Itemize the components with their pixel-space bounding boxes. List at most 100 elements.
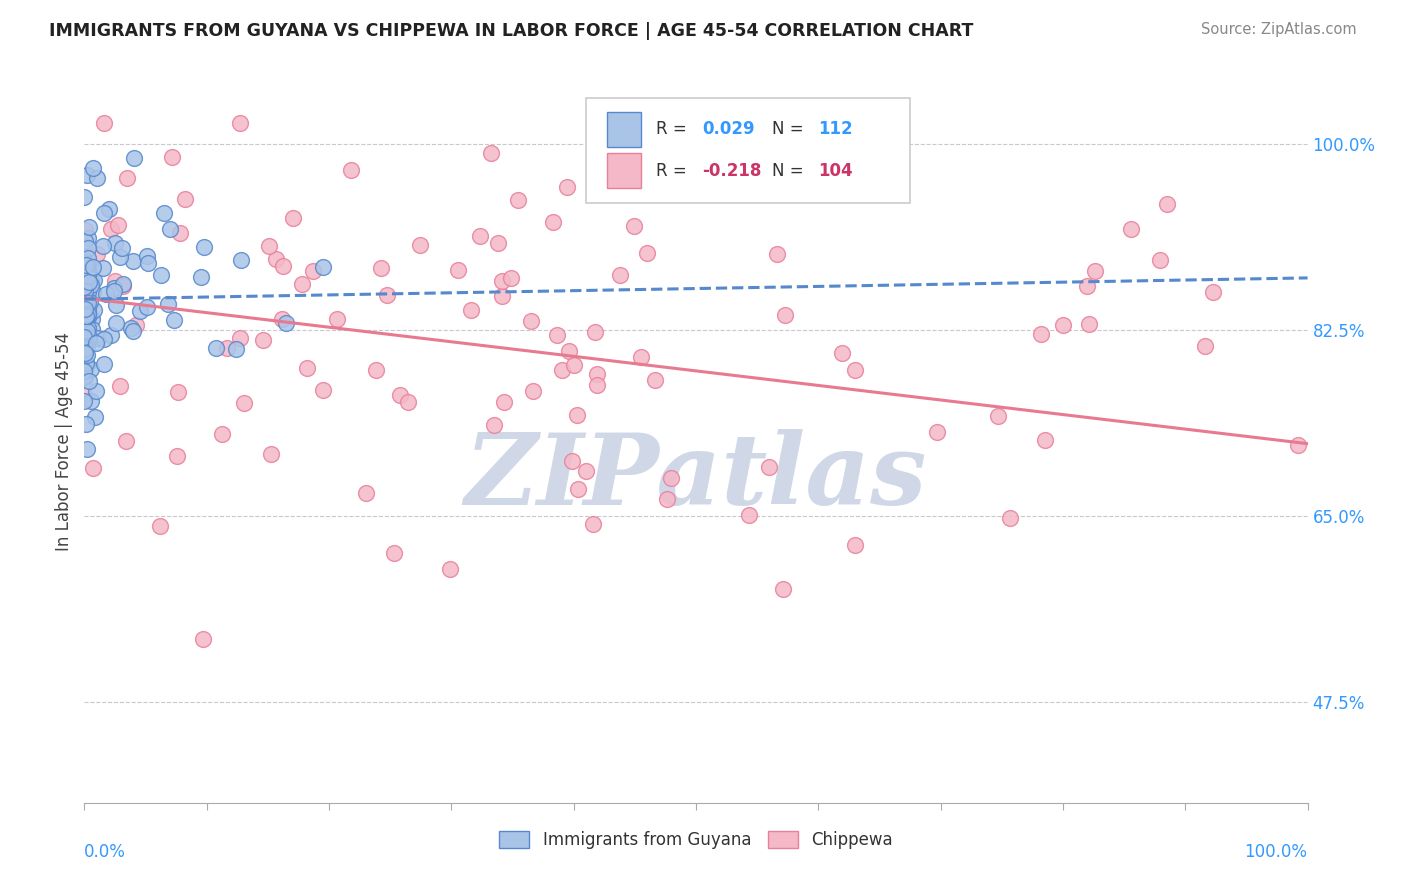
Point (77, 268, 100, 283)
Point (77, 309, 100, 323)
Point (114, 434, 136, 449)
Point (73, 348, 96, 362)
Point (111, 241, 134, 255)
Point (107, 218, 129, 232)
Point (73, 352, 96, 367)
Point (77, 295, 100, 310)
Point (987, 409, 1010, 423)
Legend: Immigrants from Guyana, Chippewa: Immigrants from Guyana, Chippewa (492, 824, 900, 856)
Point (484, 417, 506, 432)
Point (354, 486, 377, 500)
Point (75, 264, 97, 278)
Point (73, 268, 96, 282)
Point (159, 222, 181, 236)
Point (291, 277, 314, 292)
Point (82, 322, 104, 336)
Point (522, 384, 544, 398)
Point (1078, 317, 1101, 331)
Point (73, 253, 96, 268)
Point (494, 394, 516, 409)
Point (104, 235, 127, 250)
Point (479, 145, 502, 160)
Point (211, 427, 233, 442)
Point (76, 442, 98, 456)
Point (623, 219, 645, 234)
Point (73, 254, 96, 268)
Point (73, 394, 96, 409)
Point (93, 357, 115, 371)
Point (111, 278, 134, 293)
Point (225, 342, 247, 356)
Point (228, 116, 250, 130)
Text: 112: 112 (818, 120, 853, 138)
Point (73, 293, 96, 307)
Point (193, 632, 215, 646)
FancyBboxPatch shape (586, 98, 910, 203)
Text: -0.218: -0.218 (702, 161, 762, 179)
Point (73, 342, 96, 356)
Point (506, 193, 529, 207)
Point (567, 482, 589, 496)
Point (1084, 263, 1107, 277)
Point (73, 302, 96, 317)
Point (75, 369, 97, 384)
Point (765, 247, 787, 261)
Point (166, 450, 188, 464)
Point (79, 295, 101, 310)
Point (73, 312, 96, 326)
Point (73, 300, 96, 314)
Point (557, 180, 579, 194)
Point (122, 152, 145, 166)
Point (551, 363, 574, 377)
Point (1119, 222, 1142, 236)
Point (737, 508, 759, 522)
Point (388, 388, 411, 402)
Point (1033, 433, 1056, 447)
Point (76, 241, 98, 255)
Point (370, 260, 392, 275)
Point (82, 260, 104, 275)
Point (80, 278, 103, 293)
Point (75, 356, 97, 370)
Point (562, 358, 585, 372)
Point (546, 328, 568, 343)
Point (73, 359, 96, 373)
Point (80, 312, 103, 326)
Text: R =: R = (655, 120, 692, 138)
Text: R =: R = (655, 161, 692, 179)
Point (100, 222, 122, 236)
Point (1052, 318, 1074, 333)
Point (76, 269, 98, 284)
Point (772, 582, 794, 597)
Point (103, 284, 125, 298)
Point (499, 270, 522, 285)
Point (76, 285, 98, 299)
Point (77, 303, 100, 318)
Point (91, 239, 114, 253)
Point (271, 312, 294, 326)
Point (75, 258, 97, 272)
Point (76, 168, 98, 182)
Point (575, 464, 598, 478)
Point (312, 383, 335, 397)
Point (76, 325, 98, 339)
Point (73, 345, 96, 359)
Point (339, 163, 361, 178)
Point (193, 239, 215, 253)
Text: N =: N = (772, 120, 808, 138)
Text: 100.0%: 100.0% (1244, 843, 1308, 861)
Point (76, 358, 98, 372)
Point (98, 202, 121, 216)
Point (112, 277, 135, 291)
Point (73, 190, 96, 204)
Point (659, 471, 682, 485)
Point (76, 348, 98, 362)
Point (169, 226, 191, 240)
Point (86, 331, 108, 345)
Text: 0.029: 0.029 (702, 120, 755, 138)
Point (75, 417, 97, 431)
Point (758, 460, 780, 475)
Point (655, 491, 678, 506)
Point (122, 253, 145, 268)
Point (295, 361, 318, 376)
